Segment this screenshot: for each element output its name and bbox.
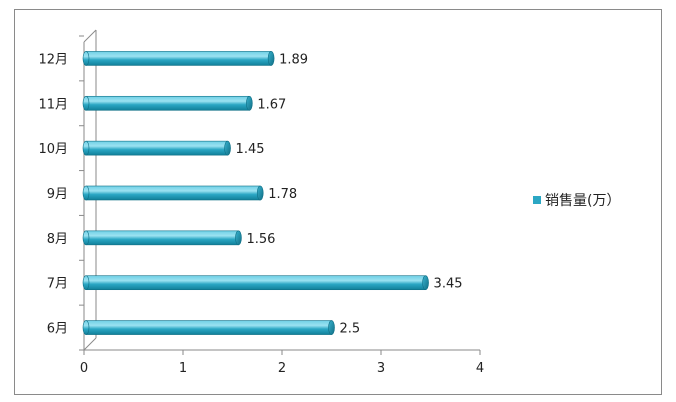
bar-start-cap (82, 230, 90, 246)
x-tick-label: 0 (80, 361, 88, 376)
bar-end-cap (246, 95, 253, 111)
bar (85, 320, 332, 335)
bar-start-cap (82, 320, 90, 335)
bar-start-cap (82, 185, 90, 201)
y-tick-label: 10月 (38, 142, 68, 157)
bar-start-cap (82, 275, 90, 291)
y-tick-label: 12月 (38, 52, 68, 67)
x-tick-label: 1 (179, 361, 187, 376)
bar-start-cap (82, 140, 90, 156)
y-tick-label: 8月 (47, 232, 68, 247)
bar-end-cap (328, 320, 335, 335)
bar (85, 51, 272, 66)
data-label: 1.67 (257, 97, 286, 112)
x-tick-label: 2 (278, 361, 286, 376)
legend-label: 销售量(万） (545, 193, 620, 209)
data-label: 1.45 (236, 142, 265, 157)
bar (85, 275, 426, 291)
labels: 0 1 2 3 4 6月 2.5 7月 3.45 8月 1.56 9月 1.78 10月 1.45 11月 1.… (38, 52, 484, 376)
data-label: 1.56 (246, 232, 275, 247)
x-tick-label: 4 (476, 361, 484, 376)
bar (85, 230, 239, 246)
bar-end-cap (267, 51, 275, 66)
data-label: 1.78 (268, 187, 297, 202)
bars (82, 51, 429, 335)
data-label: 2.5 (340, 322, 361, 337)
bar (85, 95, 250, 111)
data-label: 3.45 (434, 277, 463, 292)
bar-end-cap (256, 185, 264, 201)
bar (85, 140, 228, 156)
bar-end-cap (224, 140, 231, 156)
bar (85, 185, 261, 201)
y-tick-label: 6月 (47, 322, 68, 337)
bar-end-cap (235, 230, 242, 246)
y-tick-label: 11月 (38, 97, 68, 112)
y-tick-label: 9月 (47, 187, 68, 202)
legend-swatch (533, 196, 541, 204)
x-tick-label: 3 (377, 361, 385, 376)
bar-end-cap (422, 275, 429, 291)
bar-start-cap (82, 95, 90, 111)
y-tick-label: 7月 (47, 277, 68, 292)
bar-start-cap (82, 51, 90, 66)
legend: 销售量(万） (533, 193, 620, 209)
data-label: 1.89 (279, 52, 308, 67)
